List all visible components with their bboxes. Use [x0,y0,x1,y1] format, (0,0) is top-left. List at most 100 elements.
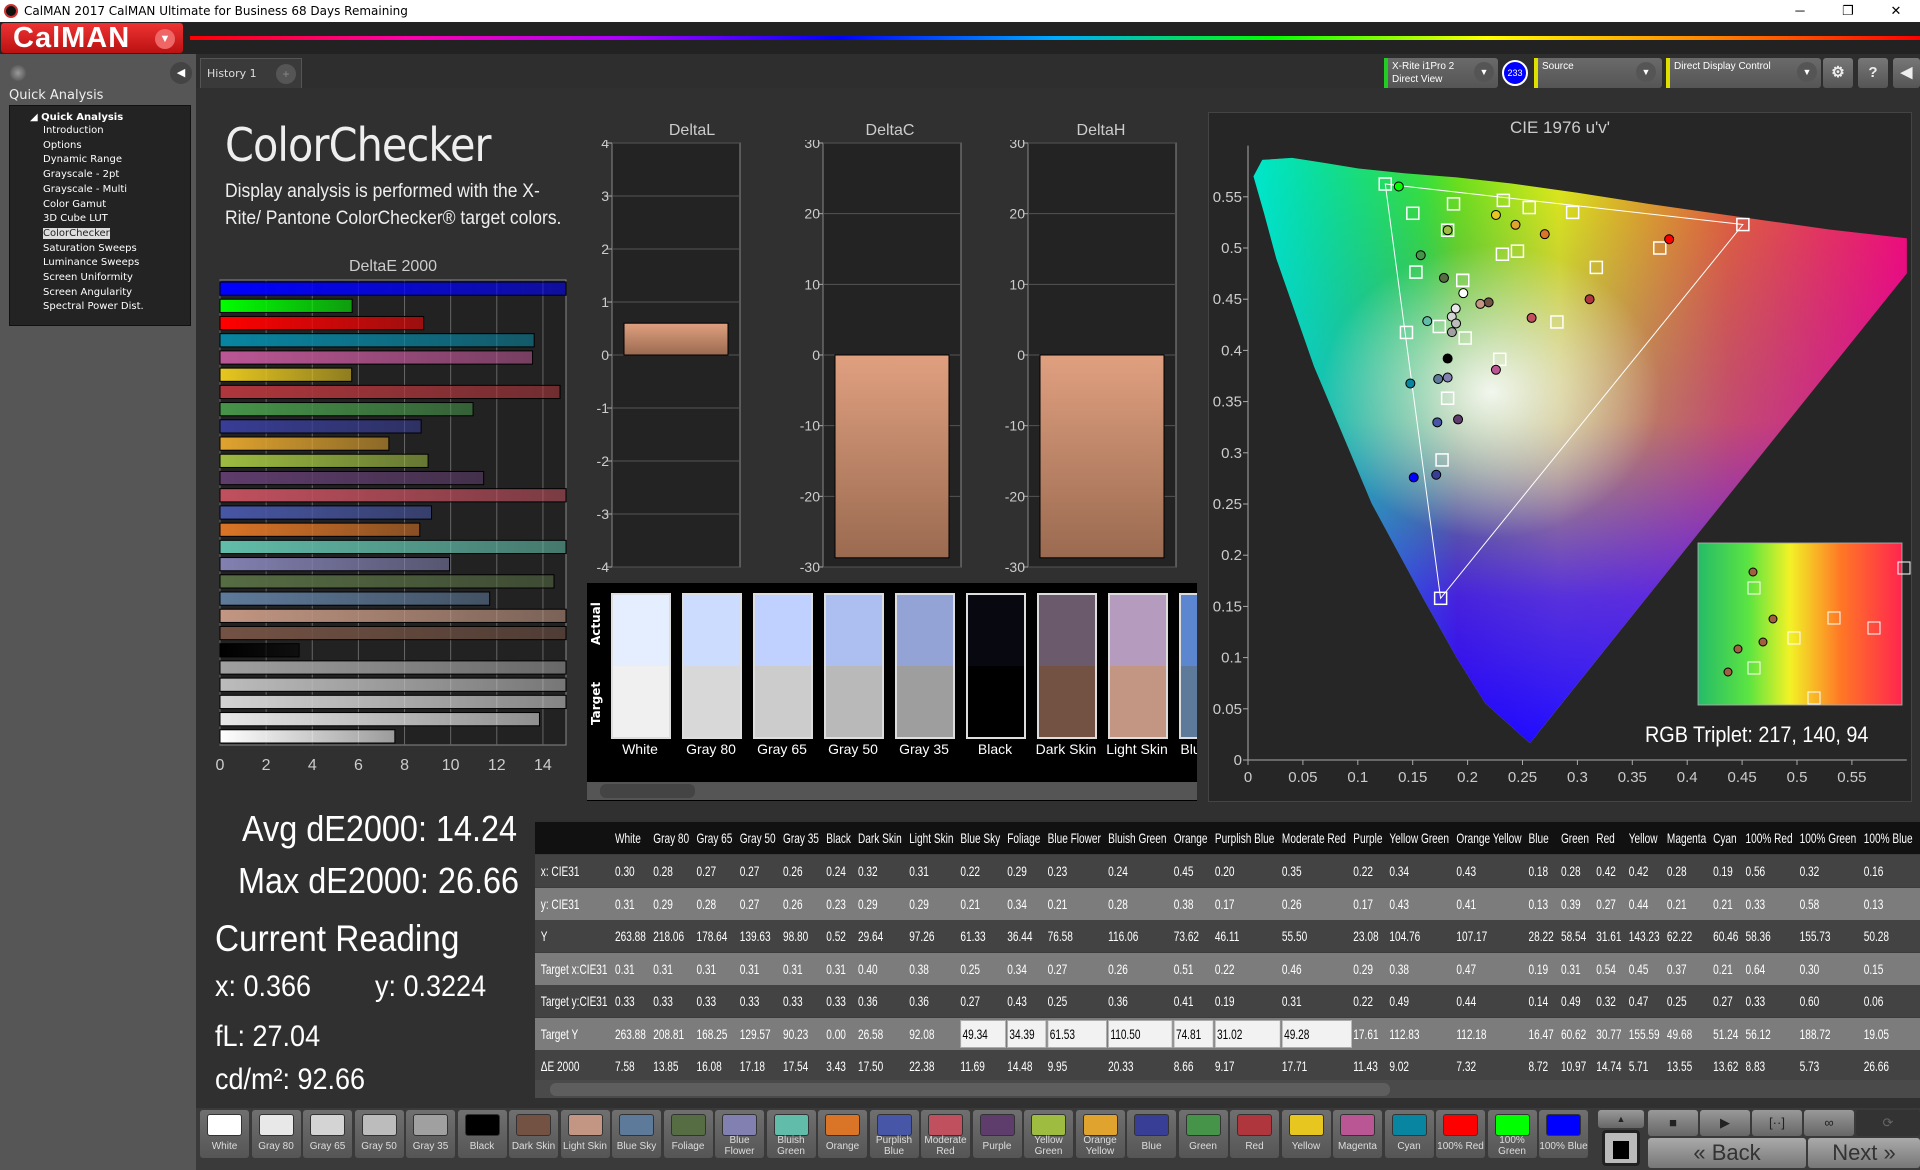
swatch-orange-yellow[interactable]: Orange Yellow [1075,1110,1125,1158]
column-header[interactable]: White [615,830,641,846]
patch-4[interactable] [895,593,955,739]
sidebar-item-dynamic-range[interactable]: Dynamic Range [30,153,190,168]
column-header[interactable]: 100% Blue [1863,830,1913,846]
swatch-dark-skin[interactable]: Dark Skin [509,1110,558,1158]
column-header[interactable]: Gray 65 [696,830,733,846]
column-header[interactable]: Magenta [1666,830,1707,846]
sidebar-item-introduction[interactable]: Introduction [30,124,190,139]
column-header[interactable]: Purple [1353,830,1383,846]
sidebar-item-luminance-sweeps[interactable]: Luminance Sweeps [30,256,190,271]
swatch-purplish-blue[interactable]: Purplish Blue [869,1110,919,1158]
refresh-icon[interactable]: ⟳ [1856,1110,1920,1136]
settings-gear-icon[interactable]: ⚙ [1823,58,1853,88]
table-cell[interactable]: 31.02 [1214,1019,1281,1048]
collapse-right-icon[interactable]: ◀ [1893,58,1920,88]
swatch-yellow[interactable]: Yellow [1281,1110,1331,1158]
swatch-foliage[interactable]: Foliage [663,1110,713,1158]
minimize-button[interactable]: ─ [1795,3,1805,18]
stop-button[interactable]: ■ [1648,1110,1698,1136]
meter-badge[interactable]: 233 [1502,60,1528,86]
calman-logo-menu[interactable]: CalMAN [1,23,183,53]
patch-3[interactable] [824,593,884,739]
help-icon[interactable]: ? [1858,58,1888,88]
display-control-selector[interactable]: Direct Display Control ▼ [1666,58,1821,88]
patch-8[interactable] [1179,593,1197,739]
table-cell[interactable]: 49.34 [960,1019,1006,1048]
sidebar-item-screen-angularity[interactable]: Screen Angularity [30,286,190,301]
restore-button[interactable]: ❐ [1842,3,1854,18]
swatch-100-blue[interactable]: 100% Blue [1539,1110,1588,1158]
play-button[interactable]: ▶ [1700,1110,1750,1136]
column-header[interactable]: Cyan [1713,830,1737,846]
status-dot-icon[interactable] [10,65,26,81]
swatch-gray-65[interactable]: Gray 65 [303,1110,352,1158]
column-header[interactable]: Black [826,830,851,846]
sidebar-item-grayscale-2pt[interactable]: Grayscale - 2pt [30,168,190,183]
swatch-blue[interactable]: Blue [1127,1110,1176,1158]
patch-7[interactable] [1108,593,1168,739]
swatch-green[interactable]: Green [1178,1110,1228,1158]
column-header[interactable]: Orange Yellow [1456,830,1522,846]
patch-6[interactable] [1037,593,1097,739]
sidebar-item-options[interactable]: Options [30,139,190,154]
swatch-magenta[interactable]: Magenta [1333,1110,1382,1158]
chevron-down-icon[interactable]: ▼ [1636,62,1656,82]
source-selector[interactable]: Source ▼ [1534,58,1662,88]
sidebar-item-colorchecker[interactable]: ColorChecker [30,227,190,242]
column-header[interactable]: 100% Red [1745,830,1793,846]
table-cell[interactable]: 74.81 [1173,1019,1214,1048]
scroll-up-button[interactable]: ▲ [1598,1110,1644,1128]
loop-button[interactable]: ∞ [1804,1110,1854,1136]
meter-selector[interactable]: X-Rite i1Pro 2 Direct View ▼ [1384,58,1498,88]
column-header[interactable]: Red [1596,830,1615,846]
swatch-red[interactable]: Red [1230,1110,1279,1158]
swatch-white[interactable]: White [200,1110,249,1158]
swatch-blue-sky[interactable]: Blue Sky [612,1110,661,1158]
swatch-moderate-red[interactable]: Moderate Red [921,1110,970,1158]
swatch-purple[interactable]: Purple [972,1110,1022,1158]
column-header[interactable]: Yellow Green [1389,830,1450,846]
column-header[interactable]: Gray 50 [739,830,776,846]
sidebar-item-saturation-sweeps[interactable]: Saturation Sweeps [30,242,190,257]
column-header[interactable]: Light Skin [909,830,954,846]
sidebar-item-screen-uniformity[interactable]: Screen Uniformity [30,271,190,286]
column-header[interactable]: Dark Skin [857,830,902,846]
next-button[interactable]: Next » [1808,1138,1920,1168]
swatch-gray-35[interactable]: Gray 35 [406,1110,455,1158]
tree-root[interactable]: ◢ Quick Analysis [30,112,124,123]
column-header[interactable]: Orange [1173,830,1208,846]
patch-0[interactable] [611,593,671,739]
column-header[interactable]: Bluish Green [1108,830,1167,846]
column-header[interactable]: Blue [1528,830,1549,846]
sidebar-item-grayscale-multi[interactable]: Grayscale - Multi [30,183,190,198]
swatch-100-green[interactable]: 100% Green [1487,1110,1537,1158]
column-header[interactable]: 100% Green [1799,830,1857,846]
patch-1[interactable] [682,593,742,739]
swatch-gray-50[interactable]: Gray 50 [354,1110,404,1158]
swatch-gray-80[interactable]: Gray 80 [251,1110,301,1158]
swatch-blue-flower[interactable]: Blue Flower [715,1110,764,1158]
continuous-read-button[interactable]: [··] [1752,1110,1802,1136]
column-header[interactable]: Moderate Red [1281,830,1346,846]
collapse-sidebar-button[interactable]: ◀ [170,62,192,84]
chevron-down-icon[interactable]: ▼ [155,29,175,49]
table-cell[interactable]: 61.53 [1047,1019,1107,1048]
column-header[interactable]: Green [1560,830,1590,846]
stop-square-icon[interactable] [1602,1130,1640,1166]
strip-scrollbar[interactable] [587,782,1197,800]
sidebar-item-color-gamut[interactable]: Color Gamut [30,198,190,213]
table-cell[interactable]: 34.39 [1007,1019,1047,1048]
back-button[interactable]: « Back [1648,1138,1806,1168]
sidebar-item-3d-cube-lut[interactable]: 3D Cube LUT [30,212,190,227]
column-header[interactable]: Gray 35 [783,830,819,846]
chevron-down-icon[interactable]: ▼ [1797,62,1817,82]
patch-5[interactable] [966,593,1026,739]
strip-scroll-thumb[interactable] [600,784,695,798]
column-header[interactable]: Yellow [1628,830,1658,846]
column-header[interactable]: Purplish Blue [1214,830,1275,846]
column-header[interactable]: Blue Flower [1047,830,1101,846]
swatch-bluish-green[interactable]: Bluish Green [766,1110,816,1158]
chevron-down-icon[interactable]: ▼ [1474,62,1494,82]
swatch-100-red[interactable]: 100% Red [1436,1110,1485,1158]
table-cell[interactable]: 49.28 [1281,1019,1352,1048]
